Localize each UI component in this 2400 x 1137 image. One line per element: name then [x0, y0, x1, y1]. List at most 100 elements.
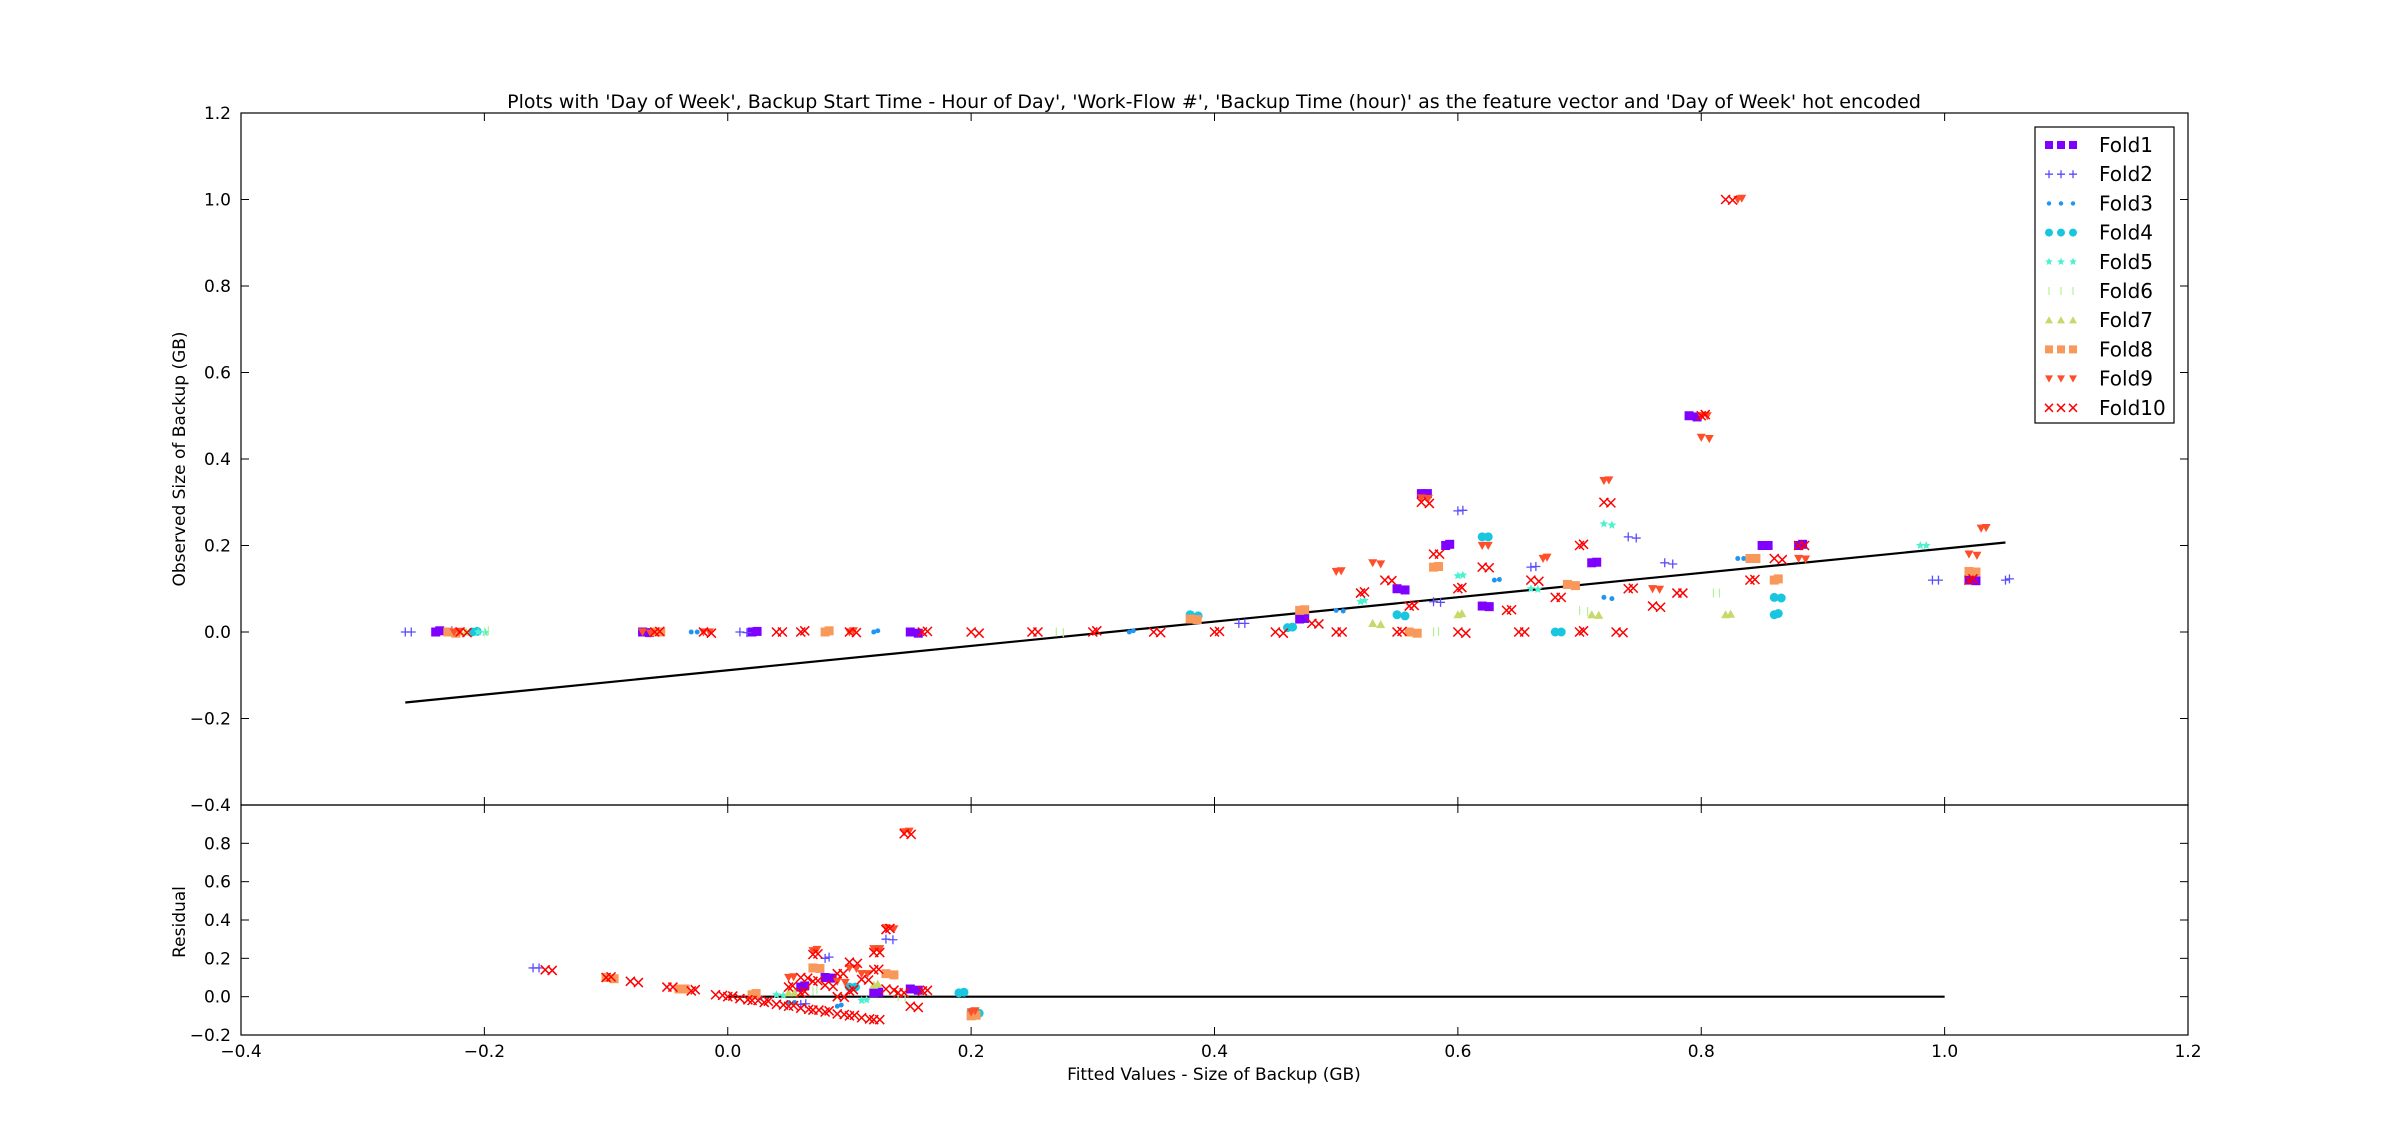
- observed-point: [1423, 494, 1433, 504]
- legend-marker: [2068, 403, 2078, 413]
- residual-point: [852, 958, 863, 969]
- residual-series-fold5: [772, 990, 871, 1005]
- legend-marker: [2045, 345, 2053, 354]
- residual-point: [800, 981, 810, 991]
- legend-marker: [2057, 170, 2065, 179]
- observed-point: [1696, 433, 1706, 442]
- residual-point: [849, 1010, 860, 1021]
- observed-point: [1368, 618, 1378, 627]
- residual-point: [913, 985, 923, 995]
- residual-point: [742, 994, 753, 1005]
- observed-points: [400, 194, 2014, 639]
- legend-label: Fold3: [2099, 191, 2153, 215]
- legend-marker: [2045, 257, 2053, 265]
- residual-point: [869, 988, 879, 998]
- residual-point: [827, 973, 837, 983]
- observed-point: [1777, 554, 1788, 565]
- residual-point: [734, 993, 745, 1004]
- observed-point: [1971, 567, 1981, 577]
- legend-label: Fold10: [2099, 396, 2166, 420]
- residual-point: [844, 957, 855, 968]
- legend-marker: [2070, 201, 2076, 206]
- residual-point: [913, 1002, 924, 1013]
- residual-x-tick-label: −0.4: [220, 1042, 261, 1062]
- residual-x-tick-label: 0.6: [1444, 1042, 1471, 1062]
- observed-point: [777, 626, 788, 638]
- residual-x-tick-label: 0.4: [1201, 1042, 1228, 1062]
- observed-point: [1757, 541, 1767, 550]
- observed-point: [1556, 627, 1566, 637]
- observed-point: [1769, 592, 1779, 602]
- residual-point: [789, 973, 799, 982]
- residual-series-fold2: [528, 934, 898, 1009]
- observed-point: [1457, 609, 1467, 618]
- observed-point: [913, 628, 923, 638]
- observed-point: [1126, 629, 1132, 635]
- observed-point: [1404, 627, 1414, 637]
- residual-point: [772, 990, 781, 999]
- observed-series-fold10: [455, 194, 1978, 639]
- residual-point: [889, 970, 899, 980]
- observed-point: [1737, 194, 1747, 203]
- legend-item-fold4: Fold4: [2045, 221, 2153, 245]
- observed-y-tick-label: 1.0: [204, 191, 231, 211]
- observed-point: [1376, 620, 1386, 629]
- observed-point: [1704, 434, 1714, 444]
- observed-point: [1130, 628, 1136, 634]
- residual-x-tick-label: 1.2: [2174, 1042, 2201, 1062]
- residual-point: [727, 991, 738, 1002]
- observed-point: [1692, 412, 1702, 422]
- observed-point: [1483, 532, 1493, 542]
- observed-point: [1416, 497, 1427, 508]
- legend-items: Fold1 Fold2 Fold3 Fold4 Fold5 Fold6 Fold7 Fold8…: [2044, 133, 2166, 420]
- residual-points: [528, 827, 984, 1025]
- residual-point: [875, 945, 885, 954]
- residual-series-fold10: [540, 828, 933, 1025]
- observed-point: [799, 625, 810, 636]
- chart-title: Plots with 'Day of Week', Backup Start T…: [507, 91, 1921, 113]
- residual-point: [674, 984, 684, 994]
- legend-label: Fold2: [2099, 162, 2153, 186]
- residual-point: [802, 973, 813, 984]
- observed-point: [1964, 566, 1974, 576]
- observed-point: [1386, 575, 1397, 586]
- residual-point: [862, 995, 871, 1004]
- observed-point: [646, 629, 656, 638]
- residual-y-tick-label: 0.4: [204, 911, 231, 931]
- residual-x-tick-label: 1.0: [1931, 1042, 1958, 1062]
- observed-point: [1599, 519, 1609, 528]
- observed-point: [1458, 505, 1468, 515]
- observed-point: [2000, 575, 2010, 585]
- observed-point: [474, 627, 483, 636]
- legend-marker: [2045, 170, 2053, 179]
- observed-point: [1542, 553, 1552, 562]
- observed-point: [1333, 607, 1339, 613]
- observed-point: [1416, 494, 1426, 503]
- residual-point: [857, 970, 867, 979]
- residual-point: [970, 1007, 980, 1016]
- observed-point: [1422, 489, 1432, 499]
- legend-item-fold7: Fold7: [2045, 308, 2153, 332]
- observed-point: [1745, 553, 1755, 563]
- observed-point: [1278, 628, 1289, 639]
- observed-point: [694, 629, 700, 635]
- observed-point: [443, 627, 453, 637]
- legend-marker: [2056, 403, 2066, 413]
- residual-point: [864, 1013, 875, 1024]
- observed-point: [1452, 626, 1463, 638]
- observed-point: [1964, 550, 1974, 559]
- observed-point: [1594, 610, 1604, 619]
- observed-point: [1412, 628, 1422, 638]
- observed-series-fold5: [474, 519, 1931, 637]
- legend: Fold1 Fold2 Fold3 Fold4 Fold5 Fold6 Fold7 Fold8…: [2034, 126, 2175, 424]
- residual-point: [609, 974, 619, 984]
- observed-point: [451, 628, 461, 638]
- residual-y-ticks: −0.2 0.0 0.2 0.4 0.6 0.8: [190, 834, 2188, 1046]
- observed-point: [1032, 626, 1044, 638]
- observed-point: [1801, 555, 1811, 564]
- observed-point: [905, 627, 915, 637]
- observed-point: [1570, 581, 1580, 591]
- observed-point: [1313, 618, 1324, 629]
